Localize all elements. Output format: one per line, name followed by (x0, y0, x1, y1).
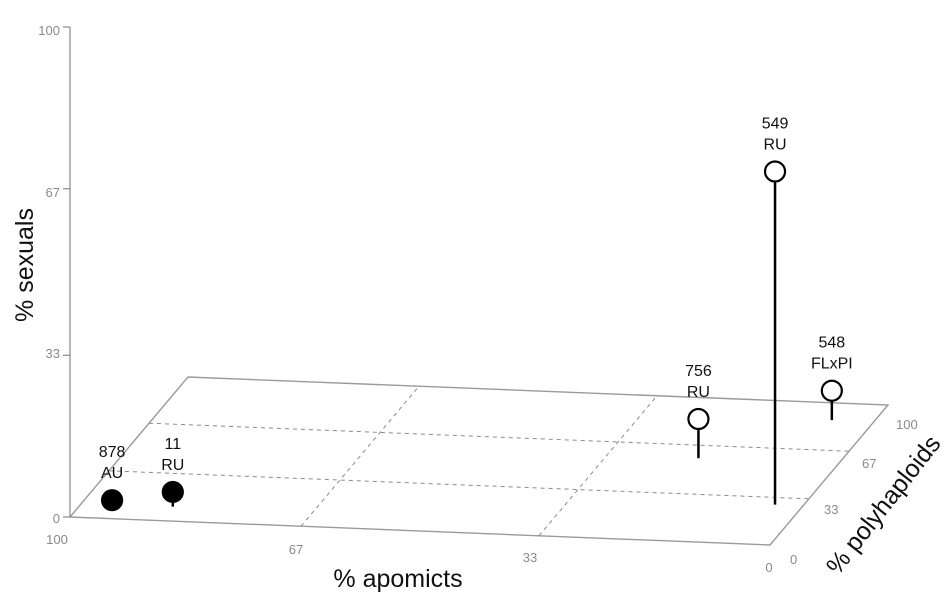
point-label-group-878: AU (101, 465, 123, 482)
tick-label-polyhaploids-0: 0 (790, 552, 797, 567)
marker-11 (161, 480, 184, 504)
tick-label-polyhaploids-100: 100 (896, 417, 918, 432)
tick-label-sexuals-0: 0 (53, 511, 60, 526)
y-axis-title: % polyhaploids (821, 430, 945, 580)
marker-756 (687, 407, 710, 431)
grid-line-apomicts-33 (538, 395, 658, 537)
grid-line-polyhaploids-33 (108, 470, 809, 500)
markers (100, 160, 843, 512)
tick-label-sexuals-33: 33 (46, 346, 60, 361)
floor-plane (68, 376, 890, 546)
stems (110, 171, 834, 510)
tick-label-apomicts-33: 33 (523, 550, 537, 565)
tick-label-polyhaploids-67: 67 (862, 456, 876, 471)
point-labels: 878 AU 11 RU 756 RU 548 FLxPI 549 RU (99, 115, 853, 482)
point-label-group-11: RU (161, 457, 184, 474)
point-label-group-548: FLxPI (811, 356, 853, 373)
tick-label-sexuals-100: 100 (38, 23, 60, 38)
point-label-id-11: 11 (164, 436, 181, 453)
z-axis-title: % sexuals (11, 208, 39, 322)
marker-549 (763, 160, 787, 183)
tick-label-apomicts-0: 0 (765, 560, 772, 575)
point-label-group-756: RU (687, 384, 710, 401)
tick-label-apomicts-67: 67 (289, 542, 303, 557)
floor-outline (68, 376, 890, 546)
x-axis-title: % apomicts (333, 565, 462, 593)
marker-548 (820, 379, 843, 402)
grid-line-polyhaploids-67 (149, 422, 850, 452)
tick-label-sexuals-67: 67 (46, 185, 60, 200)
grid-line-apomicts-67 (300, 385, 420, 527)
point-label-id-756: 756 (685, 363, 712, 380)
tick-label-polyhaploids-33: 33 (824, 502, 838, 517)
point-label-id-549: 549 (762, 115, 789, 132)
point-label-id-878: 878 (99, 444, 126, 461)
vertical-axis (63, 26, 71, 518)
point-label-group-549: RU (763, 136, 786, 153)
point-label-id-548: 548 (818, 335, 845, 352)
marker-878 (100, 489, 124, 512)
tick-label-apomicts-100: 100 (46, 532, 68, 547)
